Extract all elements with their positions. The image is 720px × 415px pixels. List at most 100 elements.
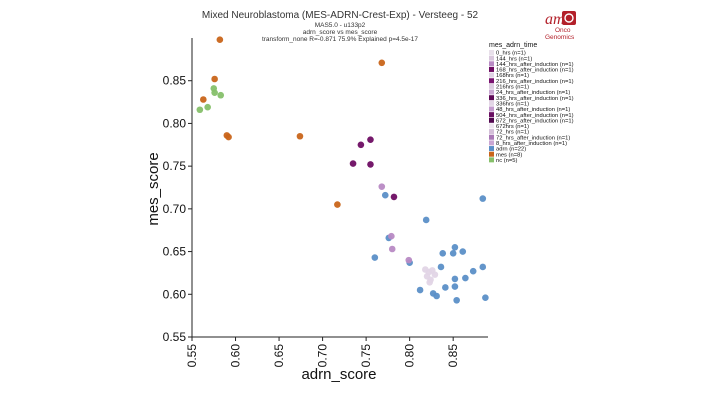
data-point [453,296,460,304]
legend-swatch [489,72,494,78]
x-tick-label: 0.70 [316,344,330,368]
data-point [469,267,477,275]
data-point [367,136,374,143]
legend-entry: 672_hrs_after_induction (n=1) [496,118,574,124]
data-point [378,59,386,67]
y-tick-label: 0.55 [163,330,187,344]
data-point [378,183,386,190]
data-point [296,132,304,140]
data-point [371,254,379,261]
x-tick-label: 0.75 [359,344,373,368]
data-point [433,292,440,300]
data-point [451,244,459,251]
data-point [388,245,396,253]
data-point [459,248,467,255]
data-point [196,106,204,114]
chart-subtitle-1: MAS5.0 - u133p2 [315,22,366,29]
y-tick-label: 0.80 [163,116,187,130]
data-point [416,286,424,294]
data-point [422,216,430,224]
data-point [390,193,398,201]
data-point [426,279,433,286]
data-point [482,294,489,302]
y-tick-label: 0.60 [163,287,187,301]
data-point [462,274,469,282]
legend-swatch [489,123,494,129]
legend-entry: 168hrs (n=1) [496,73,529,79]
logo-sub-onco: Onco [555,27,571,34]
legend-entry: 144_hrs_after_induction (n=1) [496,62,574,68]
data-point [388,232,395,240]
y-tick-label: 0.85 [163,74,187,88]
logo-ring [564,13,574,23]
data-point [479,195,487,202]
data-point [439,249,447,257]
logo-box [562,11,576,25]
data-point [204,103,211,111]
legend-swatch [489,50,494,55]
legend-swatch [489,106,494,112]
legend-entry: 0_hrs (n=1) [496,51,526,57]
data-point [451,275,459,283]
legend-swatch [489,140,494,146]
axes: 0.55 0.60 0.65 0.70 0.75 0.80 0.85 0.55 0.60 0.65… [163,38,488,367]
legend-entry: 168_hrs_after_induction (n=1) [496,68,574,74]
legend-entry: 672hrs (n=1) [496,124,529,130]
legend-entry: 336_hrs_after_induction (n=1) [496,96,574,102]
data-point [349,160,357,167]
data-point [225,133,232,141]
y-axis-label: mes_score [145,152,162,225]
x-tick-label: 0.80 [403,344,417,368]
data-point [216,36,224,44]
data-point [381,191,389,199]
data-point [437,263,445,271]
legend-entry: mes (n=8) [496,152,522,158]
legend-swatch [489,100,494,106]
legend-entry: 72_hrs (n=1) [496,130,529,136]
data-point [442,284,449,291]
chart-title: Mixed Neuroblastoma (MES-ADRN-Crest-Exp)… [202,10,479,21]
logo-main: am [545,11,565,28]
data-point [449,249,457,257]
x-tick-label: 0.60 [229,344,243,368]
legend-entry: 216hrs (n=1) [496,85,529,91]
y-tick-label: 0.65 [163,245,187,259]
legend-swatch [489,89,494,95]
legend-swatch [489,157,494,163]
legend-title: mes_adrn_time [489,42,537,49]
legend-entry: 216_hrs_after_induction (n=1) [496,79,574,85]
legend-entry: 48_hrs_after_induction (n=1) [496,107,570,113]
legend-swatch [489,95,494,101]
legend: mes_adrn_time 0_hrs (n=1)144_hrs (n=1)14… [489,42,574,164]
data-point [431,271,439,278]
legend-entry: 504_hrs_after_induction (n=1) [496,113,574,119]
legend-entry: nc (n=5) [496,158,517,164]
data-point [334,201,341,208]
legend-swatch [489,61,494,67]
y-tick-label: 0.70 [163,202,187,216]
legend-entry: 24_hrs_after_induction (n=1) [496,90,570,96]
legend-swatch [489,83,494,89]
x-tick-label: 0.85 [446,344,460,368]
data-point [200,96,207,103]
legend-swatch [489,55,494,61]
amoncogenomics-logo: am Onco Genomics [545,11,576,41]
y-tick-label: 0.75 [163,159,187,173]
legend-swatch [489,117,494,123]
legend-swatch [489,66,494,72]
legend-entry: adrn (n=22) [496,147,526,153]
legend-entry: 72_hrs_after_induction (n=1) [496,135,570,141]
legend-entry: 336hrs (n=1) [496,101,529,107]
legend-swatch [489,112,494,118]
data-point [211,75,218,83]
legend-swatch [489,134,494,140]
x-tick-label: 0.65 [272,344,286,368]
data-point [405,256,413,264]
data-points [196,36,489,304]
logo-sub-genomics: Genomics [545,34,575,41]
legend-entry: 8_hrs_after_induction (n=1) [496,141,567,147]
data-point [357,141,365,149]
chart-subtitle-2: adrn_score vs mes_score [303,29,378,36]
data-point [211,89,218,96]
